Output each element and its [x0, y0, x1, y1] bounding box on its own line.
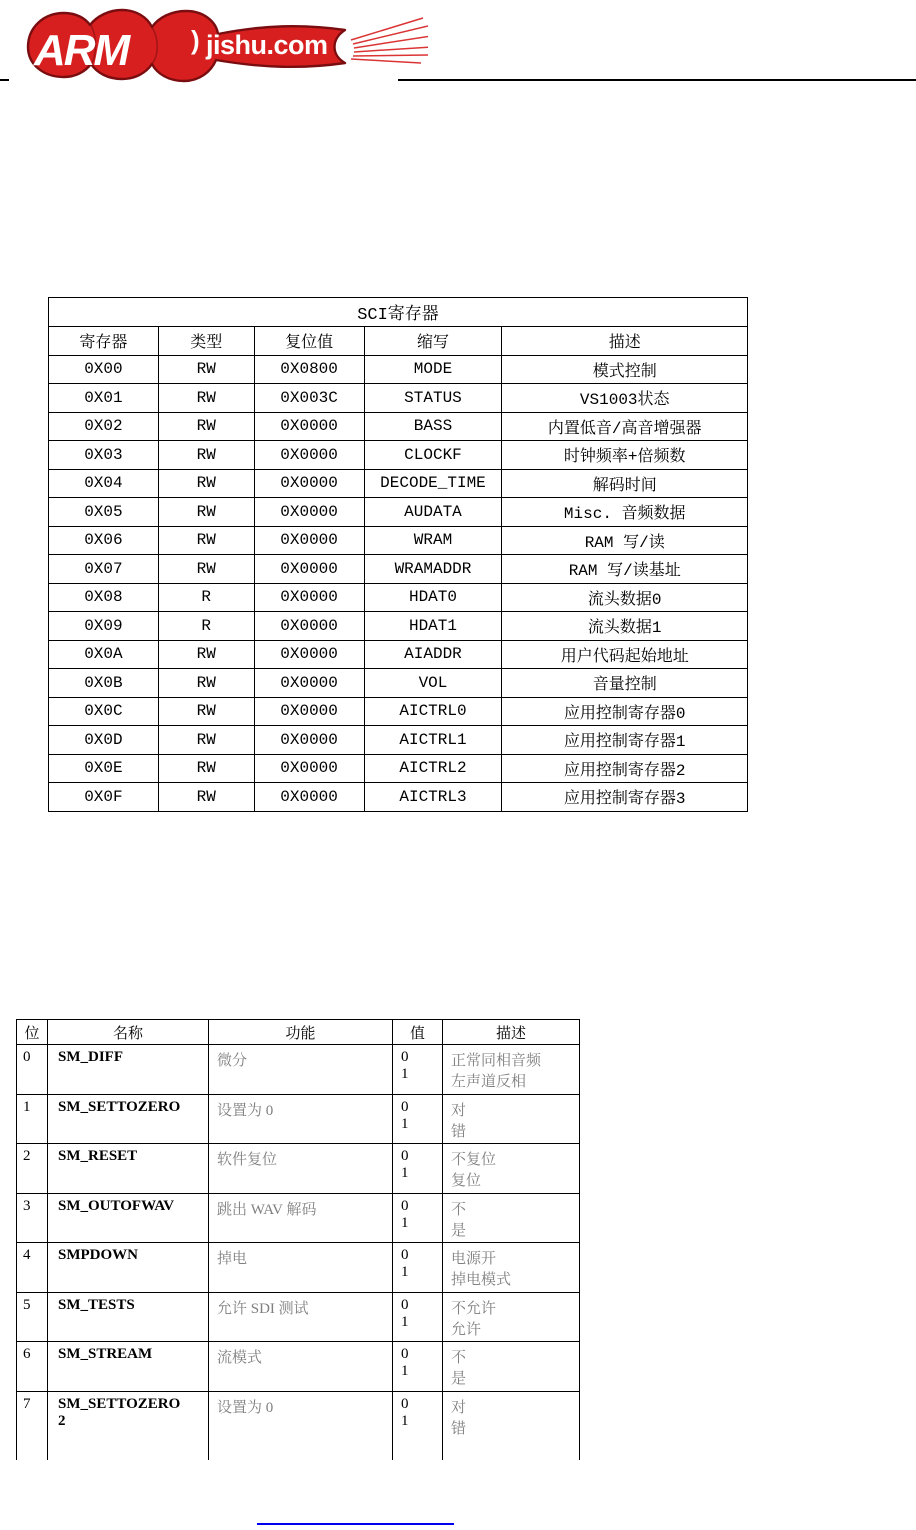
svg-text:jishu.com: jishu.com	[205, 30, 328, 60]
svg-text:ARM: ARM	[33, 26, 132, 75]
svg-text:): )	[191, 25, 200, 55]
